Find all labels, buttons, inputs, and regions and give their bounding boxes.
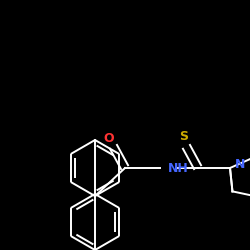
Text: S: S — [180, 130, 188, 143]
Text: N: N — [235, 158, 246, 172]
Text: O: O — [104, 132, 114, 144]
Text: NH: NH — [168, 162, 189, 174]
